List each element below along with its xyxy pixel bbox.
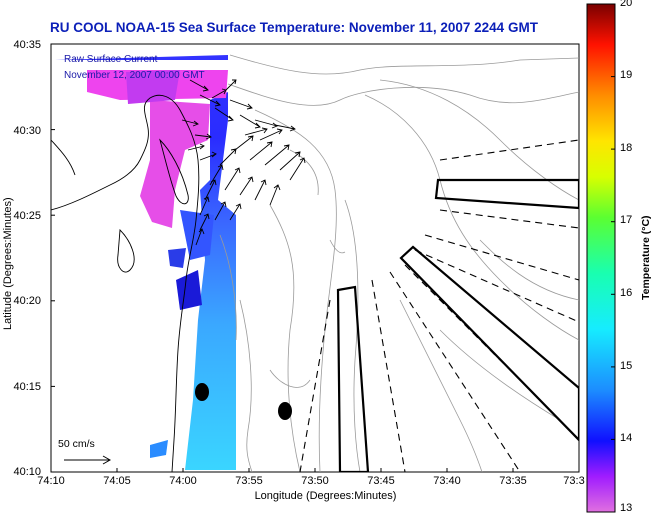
lon-tick-label: 73:40 — [433, 475, 461, 487]
lon-tick-label: 73:50 — [301, 475, 329, 487]
bathymetry-contours — [219, 54, 579, 472]
lat-tick-label: 40:15 — [13, 381, 41, 393]
colorbar-tick-label: 13 — [620, 502, 633, 514]
surface-current-vectors — [181, 79, 306, 246]
colorbar-tick-label: 14 — [620, 432, 633, 444]
colorbar-tick-label: 15 — [620, 360, 633, 372]
lon-tick-label: 73:35 — [499, 475, 527, 487]
lat-tick-label: 40:20 — [13, 295, 41, 307]
current-legend-title: Raw Surface Current — [64, 54, 158, 65]
axis-ticks — [51, 43, 514, 472]
colorbar-tick-label: 16 — [620, 287, 633, 299]
buoy-marker — [278, 402, 292, 420]
longitude-axis-label: Longitude (Degrees:Minutes) — [254, 490, 397, 502]
scale-arrow — [64, 455, 112, 465]
lat-tick-label: 40:25 — [13, 210, 41, 222]
transect-boxes — [336, 178, 579, 472]
current-legend-time: November 12, 2007 00:00 GMT — [64, 70, 205, 81]
lon-tick-label: 73:45 — [367, 475, 395, 487]
sst-swath — [55, 55, 236, 470]
colorbar-tick-label: 19 — [620, 69, 633, 81]
lat-tick-label: 40:35 — [13, 39, 41, 51]
lon-tick-label: 74:00 — [169, 475, 197, 487]
temperature-colorbar — [586, 3, 616, 513]
plot-frame — [50, 43, 580, 473]
lon-tick-label: 73:55 — [235, 475, 263, 487]
lat-tick-label: 40:30 — [13, 125, 41, 137]
map-title: RU COOL NOAA-15 Sea Surface Temperature:… — [50, 20, 538, 35]
buoy-marker — [195, 383, 209, 401]
colorbar-tick-label: 18 — [620, 142, 633, 154]
lon-tick-label: 73:3 — [563, 475, 585, 487]
colorbar-ticks — [611, 3, 615, 513]
colorbar-tick-label: 17 — [620, 214, 633, 226]
current-scale-label: 50 cm/s — [58, 438, 95, 450]
coastline — [51, 94, 200, 472]
lat-tick-label: 40:10 — [13, 466, 41, 478]
lon-tick-label: 74:05 — [103, 475, 131, 487]
colorbar-tick-label: 20 — [620, 0, 633, 9]
colorbar-label: Temperature (°C) — [640, 215, 651, 300]
lon-tick-label: 74:10 — [37, 475, 65, 487]
